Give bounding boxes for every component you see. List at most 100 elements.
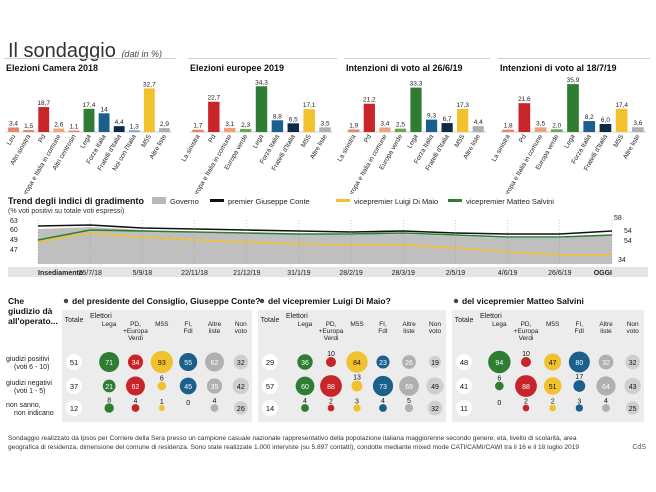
value-bubble	[549, 404, 557, 412]
bar-value-label: 1,7	[193, 123, 202, 130]
category-label: Pd	[518, 133, 528, 144]
cell-value: 4	[303, 398, 307, 405]
x-tick-label: 31/1/19	[287, 270, 310, 277]
bar-value-label: 6,0	[601, 117, 610, 124]
bar-value-label: 17,1	[303, 102, 316, 109]
bar-value-label: 1,1	[69, 124, 78, 131]
col-header: Altre	[402, 321, 416, 328]
value-bubble	[573, 380, 586, 392]
bar-value-label: 22,7	[208, 95, 221, 102]
bar-value-label: 4,4	[115, 119, 124, 126]
x-tick-label: Insediamento	[38, 270, 83, 277]
bar-value-label: 1,8	[504, 123, 513, 130]
cell-value: 43	[629, 384, 637, 391]
bar	[441, 123, 453, 132]
col-header: Verdi	[128, 335, 143, 342]
cell-value: 80	[575, 360, 583, 367]
col-header: voto	[235, 328, 248, 335]
value-bubble	[520, 356, 532, 368]
bar	[98, 113, 110, 132]
panel-title: Elezioni Camera 2018	[6, 63, 98, 73]
row-label-sub: (voti 6 - 10)	[14, 364, 49, 371]
total-value: 14	[266, 404, 274, 413]
col-header-totale: Totale	[65, 317, 84, 324]
total-value: 12	[70, 404, 78, 413]
bar-value-label: 21,6	[518, 96, 531, 103]
value-bubble	[179, 352, 198, 372]
bar	[192, 129, 204, 132]
page-title: Il sondaggio (dati in %)	[8, 40, 162, 63]
value-bubble	[346, 351, 368, 373]
bar	[394, 128, 407, 132]
panel-title: Intenzioni di voto al 18/7/19	[500, 63, 617, 73]
bar-value-label: 17,3	[456, 102, 469, 109]
col-header-totale: Totale	[455, 317, 474, 324]
row-label: giudizi negativi	[6, 380, 52, 387]
group-title: del presidente del Consiglio, Giuseppe C…	[72, 296, 260, 306]
cell-value: 51	[549, 384, 557, 391]
bar	[502, 129, 514, 132]
value-bubble	[399, 376, 419, 396]
bar	[271, 120, 284, 132]
category-label: M5S	[140, 133, 153, 149]
value-bubble	[602, 404, 610, 412]
end-value-label: 58	[614, 215, 622, 222]
cell-value: 6	[497, 376, 501, 383]
value-bubble	[488, 350, 511, 374]
bar-value-label: 1,3	[130, 123, 139, 130]
category-label: La sinistra	[181, 133, 202, 163]
cell-value: 26	[237, 406, 245, 413]
cell-value: 55	[184, 360, 192, 367]
bar	[472, 126, 484, 132]
elettori-label: Elettori	[90, 313, 112, 320]
bar-value-label: 2,0	[552, 122, 561, 129]
col-header: Non	[429, 321, 441, 328]
bar	[615, 108, 628, 132]
total-value: 57	[266, 382, 274, 391]
total-circle	[456, 400, 472, 416]
bar	[518, 103, 531, 132]
value-bubble	[126, 376, 145, 396]
panel-title: Intenzioni di voto al 26/6/19	[346, 63, 463, 73]
bar	[23, 130, 35, 132]
category-label: M5S	[454, 133, 467, 149]
cell-value: 32	[629, 360, 637, 367]
series-line-3	[37, 229, 613, 241]
total-value: 41	[460, 382, 468, 391]
bar	[224, 127, 236, 132]
bar-value-label: 21,2	[363, 97, 376, 104]
row-label-sub: (voti 1 - 5)	[14, 388, 46, 395]
col-header: Non	[235, 321, 247, 328]
bar	[348, 129, 360, 132]
category-label: Lega	[563, 133, 577, 149]
total-circle	[262, 378, 278, 394]
value-bubble	[575, 404, 583, 412]
cell-value: 5	[407, 398, 411, 405]
row-label: non sanno,	[6, 402, 41, 409]
cell-value: 4	[134, 398, 138, 405]
bar	[599, 124, 612, 132]
bar	[583, 121, 596, 132]
col-header: Altre	[208, 321, 222, 328]
x-tick-label: 28/3/19	[392, 270, 415, 277]
bar-value-label: 3,4	[9, 120, 18, 127]
total-circle	[262, 354, 278, 370]
panel-title: Elezioni europee 2019	[190, 63, 284, 73]
value-bubble	[372, 375, 394, 397]
cell-value: 42	[237, 384, 245, 391]
cell-value: 88	[327, 384, 335, 391]
value-bubble	[568, 351, 590, 373]
bar	[8, 127, 19, 132]
cell-value: 32	[237, 360, 245, 367]
cell-value: 4	[604, 398, 608, 405]
total-circle	[66, 400, 82, 416]
cell-value: 93	[158, 360, 166, 367]
x-tick-label: 21/12/19	[233, 270, 260, 277]
col-header-totale: Totale	[261, 317, 280, 324]
cell-value: 36	[301, 360, 309, 367]
x-tick-label: 4/6/19	[498, 270, 518, 277]
start-value-label: 49	[10, 237, 18, 244]
cell-value: 2	[551, 399, 555, 406]
col-header: +Europa	[514, 328, 539, 335]
cell-value: 34	[132, 360, 140, 367]
